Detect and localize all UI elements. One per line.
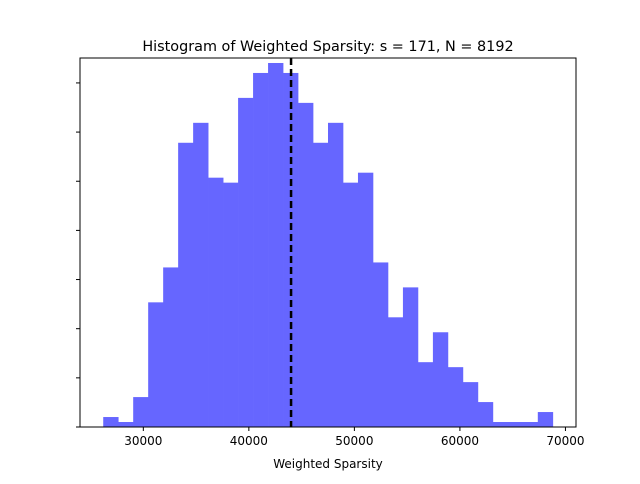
histogram-bar: [298, 102, 314, 427]
histogram-bar: [208, 177, 224, 427]
histogram-bar: [462, 382, 479, 427]
histogram-bar: [417, 362, 434, 427]
histogram-bar: [507, 422, 524, 427]
x-tick-label: 70000: [546, 434, 584, 448]
histogram-bar: [537, 412, 554, 427]
histogram-bar: [477, 402, 494, 427]
axes-layer: 30000 40000 50000 60000 70000: [76, 57, 585, 448]
histogram-bar: [328, 122, 344, 427]
histogram-bar: [253, 72, 269, 428]
histogram-bar: [178, 142, 194, 427]
x-tick-label: 60000: [441, 434, 479, 448]
histogram-bar: [118, 422, 134, 427]
x-axis-label: Weighted Sparsity: [273, 457, 383, 471]
bars-layer: [103, 62, 554, 428]
histogram-bar: [238, 97, 254, 427]
histogram-bar: [268, 62, 284, 428]
histogram-bar: [342, 182, 359, 427]
histogram-bar: [103, 417, 119, 427]
histogram-bar: [432, 332, 449, 427]
histogram-bar: [133, 397, 149, 427]
histogram-bar: [522, 422, 539, 427]
histogram-bar: [387, 317, 404, 427]
x-tick-label: 40000: [230, 434, 268, 448]
x-tick-label: 30000: [124, 434, 162, 448]
plot-frame: [79, 57, 577, 428]
chart-title: Histogram of Weighted Sparsity: s = 171,…: [142, 39, 513, 55]
histogram-bar: [313, 142, 329, 427]
histogram-bar: [223, 182, 239, 427]
histogram-bar: [357, 172, 374, 427]
histogram-bar: [372, 262, 389, 427]
histogram-bar: [492, 422, 509, 427]
histogram-bar: [148, 302, 164, 427]
histogram-bar: [163, 267, 179, 427]
histogram-bar: [402, 287, 419, 427]
histogram-bar: [193, 122, 209, 427]
x-tick-label: 50000: [335, 434, 373, 448]
histogram-bar: [447, 367, 464, 427]
